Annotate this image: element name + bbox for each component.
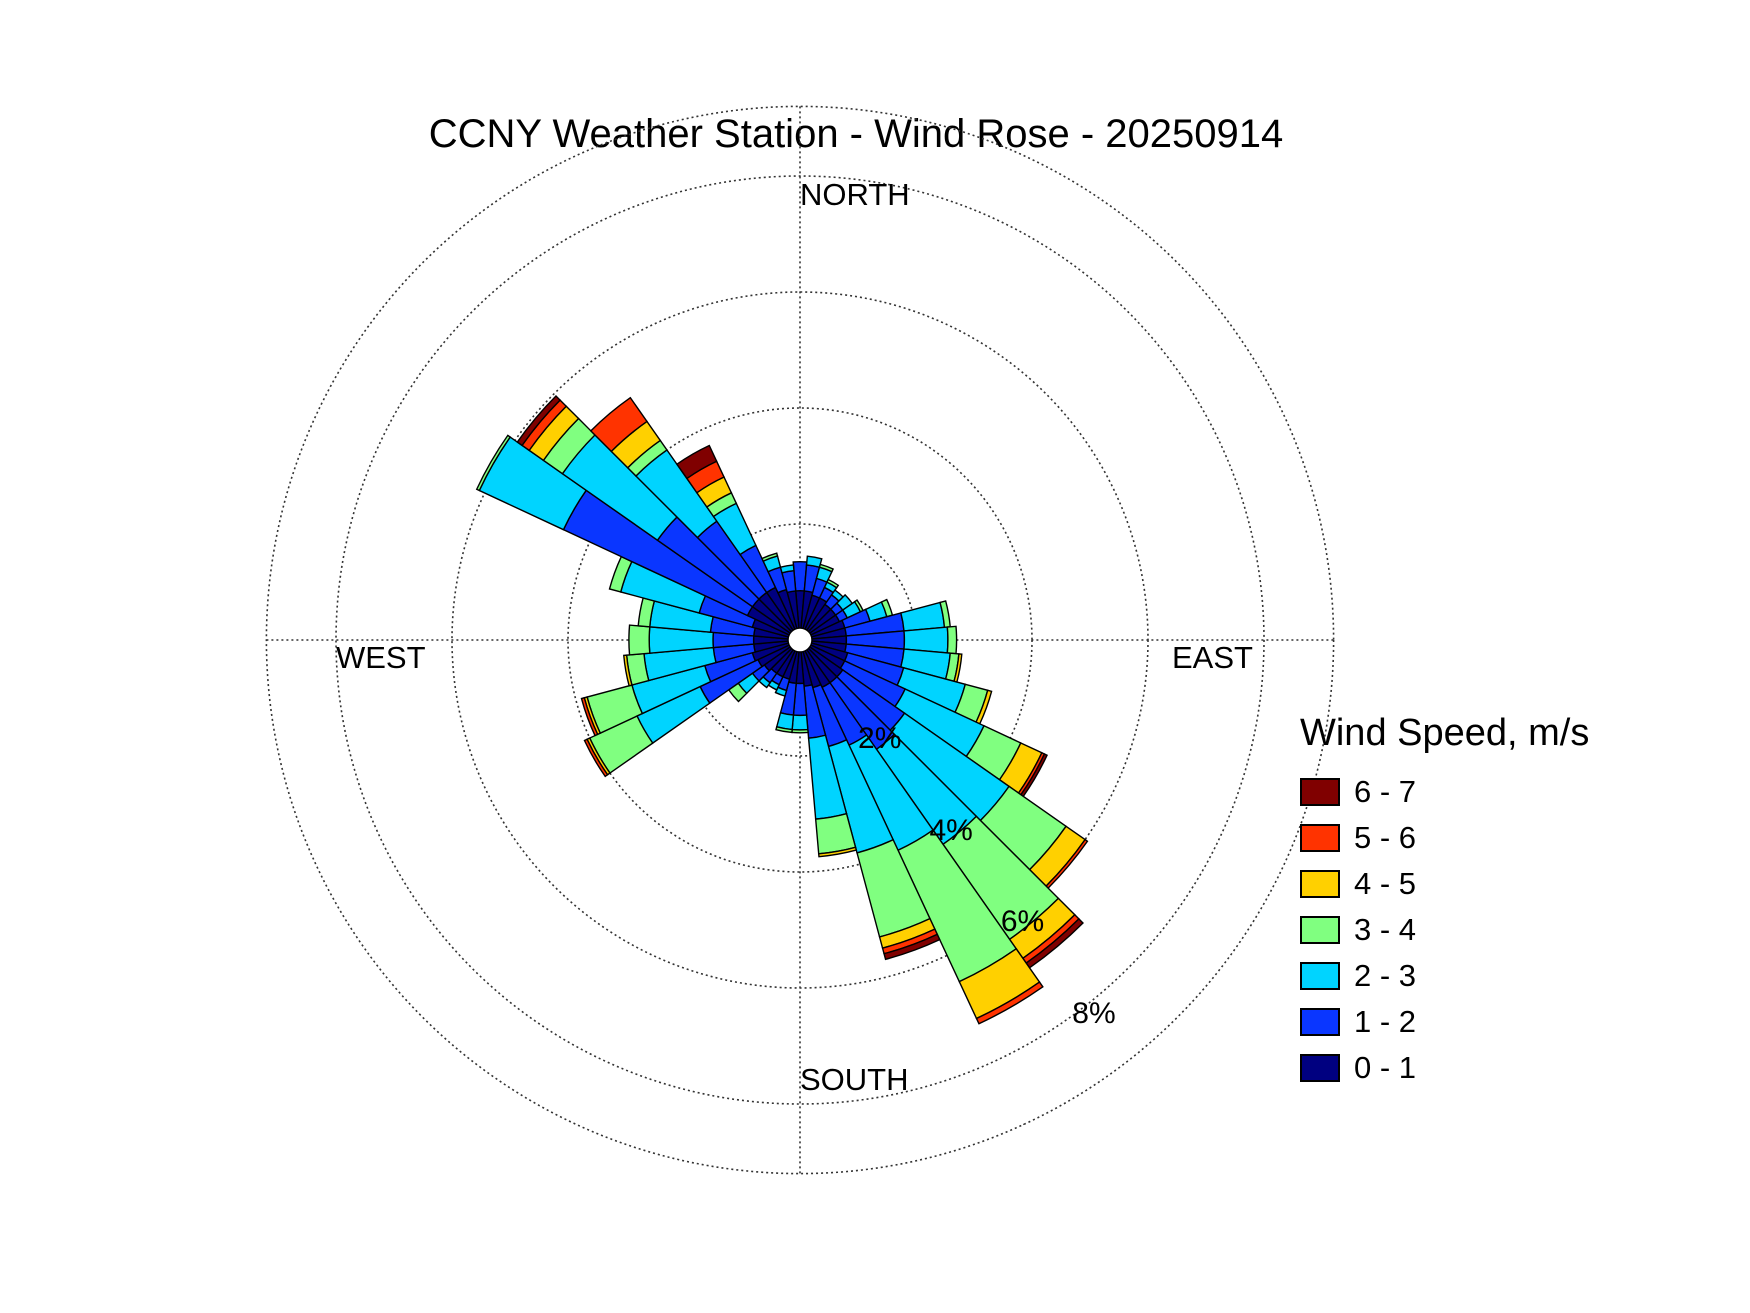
wind-rose-wedge bbox=[775, 725, 793, 734]
legend-swatch bbox=[1300, 1054, 1340, 1082]
legend-swatch bbox=[1300, 870, 1340, 898]
wind-rose-wedge bbox=[946, 625, 958, 655]
wind-rose-bars bbox=[475, 394, 1089, 1025]
legend-item: 2 - 3 bbox=[1300, 953, 1720, 999]
legend-label: 5 - 6 bbox=[1354, 820, 1417, 855]
wind-rose-wedge bbox=[817, 846, 858, 858]
legend-item: 6 - 7 bbox=[1300, 769, 1720, 815]
legend-label: 4 - 5 bbox=[1354, 866, 1417, 901]
grid-ring bbox=[335, 175, 1265, 1105]
legend-swatch bbox=[1300, 824, 1340, 852]
legend-swatch bbox=[1300, 916, 1340, 944]
wind-rose-wedge bbox=[883, 933, 941, 961]
legend-item: 1 - 2 bbox=[1300, 999, 1720, 1045]
direction-label-west: WEST bbox=[336, 640, 426, 675]
legend-swatch bbox=[1300, 1008, 1340, 1036]
wind-rose-wedge bbox=[975, 981, 1044, 1025]
wind-rose-wedge bbox=[818, 563, 835, 573]
legend-swatch bbox=[1300, 778, 1340, 806]
wind-rose-wedge bbox=[583, 738, 609, 778]
wind-rose-wedge bbox=[580, 696, 599, 737]
legend-item: 0 - 1 bbox=[1300, 1045, 1720, 1091]
legend-swatch bbox=[1300, 962, 1340, 990]
legend-title: Wind Speed, m/s bbox=[1300, 712, 1590, 754]
wind-rose-wedge bbox=[675, 444, 718, 480]
wind-rose-wedge bbox=[791, 728, 809, 734]
wind-rose-wedge bbox=[826, 578, 840, 589]
legend-label: 1 - 2 bbox=[1354, 1004, 1417, 1039]
legend-label: 6 - 7 bbox=[1354, 774, 1417, 809]
wind-rose-wedge bbox=[628, 624, 651, 656]
direction-label-east: EAST bbox=[1172, 640, 1253, 675]
center-hub bbox=[787, 627, 813, 653]
wind-rose-wedge bbox=[774, 686, 788, 697]
radial-tick-label: 6% bbox=[1000, 905, 1045, 939]
legend-label: 3 - 4 bbox=[1354, 912, 1417, 947]
direction-label-south: SOUTH bbox=[800, 1062, 909, 1097]
wind-rose-wedge bbox=[589, 396, 648, 453]
wind-rose-wedge bbox=[623, 654, 633, 687]
direction-label-north: NORTH bbox=[800, 177, 910, 212]
radial-tick-label: 4% bbox=[929, 813, 973, 847]
radial-tick-label: 8% bbox=[1072, 996, 1116, 1030]
chart-title: CCNY Weather Station - Wind Rose - 20250… bbox=[428, 112, 1284, 156]
wind-rose-wedge bbox=[791, 714, 809, 731]
wind-rose-wedge bbox=[761, 552, 779, 563]
legend-label: 2 - 3 bbox=[1354, 958, 1417, 993]
wind-rose-wedge bbox=[805, 555, 823, 569]
wind-rose-wedge bbox=[475, 434, 512, 492]
radial-tick-label: 2% bbox=[858, 722, 902, 756]
legend: Wind Speed, m/s 6 - 7 5 - 6 4 - 5 3 - 4 … bbox=[1300, 712, 1720, 1091]
wind-rose-wedge bbox=[516, 394, 562, 447]
wind-rose-wedge bbox=[899, 601, 946, 632]
legend-item: 5 - 6 bbox=[1300, 815, 1720, 861]
legend-item: 4 - 5 bbox=[1300, 861, 1720, 907]
legend-item: 3 - 4 bbox=[1300, 907, 1720, 953]
wind-rose-wedge bbox=[779, 564, 795, 574]
legend-label: 0 - 1 bbox=[1354, 1050, 1417, 1085]
